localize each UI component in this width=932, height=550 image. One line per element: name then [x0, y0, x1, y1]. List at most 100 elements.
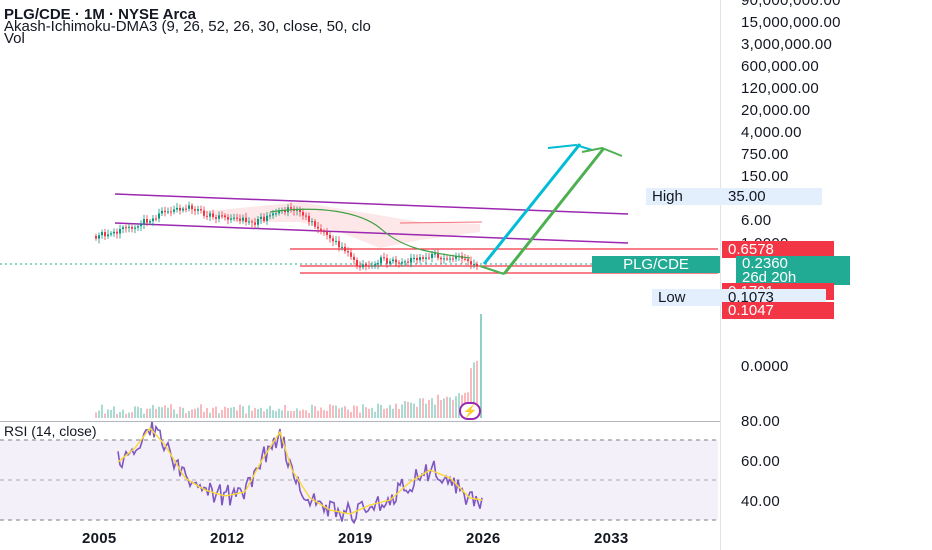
volume-bar — [134, 406, 136, 418]
candle-body — [362, 264, 364, 268]
candle-body — [359, 265, 361, 268]
candle-body — [467, 259, 469, 262]
candle-body — [380, 257, 382, 264]
candle-body — [107, 234, 109, 237]
arrow-green-base — [479, 265, 505, 275]
pane-divider[interactable] — [0, 421, 720, 422]
candle-body — [197, 209, 199, 211]
candle-body — [476, 264, 478, 267]
candle-body — [269, 215, 271, 217]
volume-bar — [209, 412, 211, 418]
volume-bar — [269, 405, 271, 418]
volume-bar — [116, 413, 118, 418]
candle-body — [377, 263, 379, 265]
candle-body — [242, 217, 244, 221]
volume-spike — [480, 314, 482, 418]
volume-bar — [386, 408, 388, 418]
volume-bar — [407, 401, 409, 418]
candle-body — [122, 227, 124, 229]
candle-body — [326, 231, 328, 235]
candle-body — [473, 264, 475, 266]
volume-bar — [191, 409, 193, 418]
volume-bar — [173, 409, 175, 418]
candle-body — [194, 209, 196, 211]
candle-body — [251, 221, 253, 223]
candle-body — [386, 258, 388, 264]
volume-bar — [473, 362, 475, 418]
legend-volume[interactable]: Vol — [4, 30, 25, 47]
lightning-icon[interactable]: ⚡ — [459, 402, 481, 420]
volume-bar — [416, 406, 418, 418]
volume-bar — [470, 368, 472, 418]
candle-body — [272, 213, 274, 216]
candle-body — [263, 216, 265, 221]
candle-body — [419, 257, 421, 261]
low-value-tag: 0.1073 — [722, 289, 826, 306]
candle-body — [413, 257, 415, 259]
volume-bar — [278, 408, 280, 418]
channel-lower — [114, 222, 629, 244]
volume-bar — [422, 398, 424, 418]
candle-body — [155, 218, 157, 220]
legend-indicator[interactable]: Akash-Ichimoku-DMA3 (9, 26, 52, 26, 30, … — [4, 18, 371, 35]
candle-body — [407, 261, 409, 263]
volume-bar — [152, 404, 154, 418]
volume-bar — [431, 398, 433, 418]
resistance-price-tag: 0.6578 — [722, 241, 834, 258]
volume-bar — [287, 410, 289, 418]
candle-body — [410, 257, 412, 263]
candle-body — [401, 262, 403, 264]
candle-body — [341, 246, 343, 248]
volume-bar — [326, 410, 328, 418]
candle-body — [230, 218, 232, 220]
channel-upper — [114, 193, 629, 215]
volume-bar — [374, 411, 376, 418]
volume-bar — [179, 406, 181, 418]
candle-body — [173, 209, 175, 212]
volume-bar — [125, 413, 127, 418]
candle-body — [104, 232, 106, 237]
volume-bar — [392, 408, 394, 418]
volume-bar — [344, 406, 346, 418]
volume-bar — [158, 406, 160, 418]
volume-bar — [140, 407, 142, 418]
countdown-tag: 26d 20h — [736, 270, 850, 285]
candle-body — [125, 227, 127, 229]
price-label: 15,000,000.00 — [741, 14, 841, 31]
volume-bar — [236, 410, 238, 418]
time-label: 2005 — [82, 530, 117, 547]
candle-body — [170, 211, 172, 213]
candle-body — [182, 208, 184, 211]
candle-body — [302, 211, 304, 216]
volume-bar — [458, 393, 460, 418]
volume-bar — [311, 404, 313, 418]
candle-body — [146, 218, 148, 223]
volume-bar — [104, 413, 106, 418]
time-label: 2012 — [210, 530, 245, 547]
legend-symbol[interactable]: PLG/CDE · 1M · NYSE Arca — [4, 6, 196, 23]
rsi-title[interactable]: RSI (14, close) — [4, 423, 97, 439]
candle-body — [227, 217, 229, 220]
volume-bar — [455, 396, 457, 418]
volume-bar — [332, 405, 334, 418]
projection-arrow-blue — [482, 143, 582, 265]
volume-bar — [101, 404, 103, 418]
low-label-tag: Low — [652, 289, 722, 306]
volume-bar — [317, 410, 319, 418]
price-label: 600,000.00 — [741, 58, 820, 75]
candle-body — [323, 231, 325, 233]
volume-bar — [146, 408, 148, 418]
candle-body — [110, 233, 112, 235]
symbol-tag[interactable]: PLG/CDE — [592, 256, 720, 273]
candle-body — [422, 257, 424, 259]
volume-bar — [383, 408, 385, 418]
volume-bar — [359, 412, 361, 418]
candle-body — [470, 261, 472, 265]
candle-body — [203, 210, 205, 216]
candle-body — [314, 221, 316, 227]
volume-bar — [107, 409, 109, 418]
volume-bar — [299, 410, 301, 418]
candle-body — [134, 227, 136, 229]
